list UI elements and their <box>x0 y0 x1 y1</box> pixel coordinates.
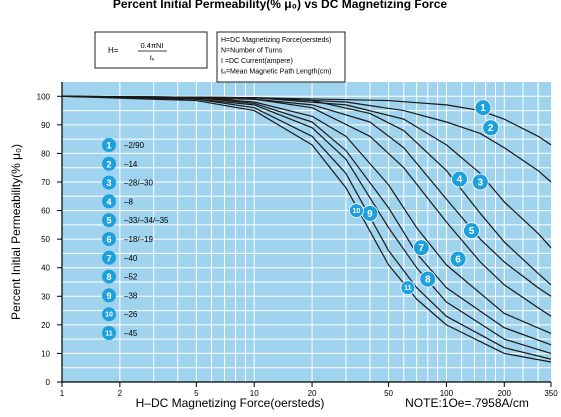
legend-label-3: –28/–30 <box>124 179 153 188</box>
curve-marker-label-3: 3 <box>477 178 483 189</box>
legend-marker-label-10: 10 <box>105 312 113 319</box>
y-tick-label: 20 <box>41 321 50 330</box>
formula-denominator: ℓₑ <box>150 55 155 62</box>
legend-marker-10 <box>102 307 116 322</box>
legend-marker-label-6: 6 <box>106 235 111 245</box>
y-tick-label: 30 <box>41 292 50 301</box>
legend-marker-4 <box>102 194 116 209</box>
y-tick-label: 80 <box>41 149 50 158</box>
legend-marker-8 <box>102 269 116 284</box>
curve-marker-label-10: 10 <box>352 208 360 215</box>
curve-marker-label-7: 7 <box>419 243 425 254</box>
legend-label-4: –8 <box>124 197 133 206</box>
legend-marker-5 <box>102 213 116 228</box>
legend-label-6: –18/–19 <box>124 235 153 244</box>
legend-marker-label-7: 7 <box>106 253 111 263</box>
x-tick-label: 1 <box>60 389 65 398</box>
curve-marker-label-1: 1 <box>480 103 486 114</box>
formula-lhs: H= <box>108 46 119 55</box>
y-tick-label: 10 <box>41 349 50 358</box>
x-tick-label: 5 <box>194 389 199 398</box>
curve-marker-label-5: 5 <box>469 226 475 237</box>
x-axis-label: H–DC Magnetizing Force(oersteds) <box>136 396 325 410</box>
legend-label-9: –38 <box>124 291 138 300</box>
curve-5 <box>61 95 552 297</box>
legend-label-5: –33/–34/–35 <box>124 216 169 225</box>
curve-marker-3 <box>471 173 489 191</box>
legend-label-8: –52 <box>124 273 138 282</box>
curve-marker-1 <box>474 99 492 117</box>
curve-marker-label-6: 6 <box>455 255 461 266</box>
curve-6 <box>61 95 552 317</box>
curve-marker-6 <box>449 250 467 268</box>
legend-label-2: –14 <box>124 160 138 169</box>
x-tick-label: 50 <box>384 389 393 398</box>
legend-marker-label-1: 1 <box>106 141 111 151</box>
curve-7 <box>61 95 552 334</box>
legend-marker-label-5: 5 <box>106 216 111 226</box>
formula-box <box>94 31 208 69</box>
legend-marker-7 <box>102 250 116 265</box>
curve-marker-11 <box>400 280 416 296</box>
curve-9 <box>61 95 552 355</box>
curve-marker-10 <box>348 203 364 218</box>
legend-marker-label-4: 4 <box>106 197 111 207</box>
x-tick-label: 2 <box>118 389 123 398</box>
curve-4 <box>61 95 552 286</box>
x-tick-label: 10 <box>250 389 259 398</box>
y-tick-label: 100 <box>37 92 51 101</box>
x-tick-label: 350 <box>544 389 558 398</box>
y-tick-label: 60 <box>41 207 50 216</box>
definition-line: I =DC Current(ampere) <box>221 58 293 65</box>
curve-marker-8 <box>419 270 437 288</box>
legend-marker-1 <box>102 138 116 152</box>
curve-8 <box>61 95 552 346</box>
curve-marker-label-8: 8 <box>425 275 431 286</box>
x-tick-label: 200 <box>498 389 512 398</box>
legend-marker-label-9: 9 <box>106 291 111 301</box>
legend-marker-2 <box>102 156 116 171</box>
legend-marker-9 <box>102 288 116 303</box>
legend-marker-label-3: 3 <box>106 178 111 188</box>
curve-marker-label-9: 9 <box>367 209 373 220</box>
y-tick-label: 50 <box>41 235 50 244</box>
y-axis-label: Percent Initial Permeability(% μ₀) <box>9 144 23 320</box>
legend-label-10: –26 <box>124 310 138 319</box>
definition-line: N=Number of Turns <box>221 48 283 55</box>
legend-marker-11 <box>102 326 116 340</box>
legend-label-1: –2/90 <box>124 141 145 150</box>
curve-marker-4 <box>451 170 468 188</box>
curve-3 <box>61 95 552 249</box>
curve-11 <box>61 95 552 363</box>
legend-marker-label-2: 2 <box>106 159 111 169</box>
y-tick-label: 0 <box>46 378 51 387</box>
y-tick-label: 90 <box>41 121 50 130</box>
y-tick-label: 40 <box>41 264 50 273</box>
curve-marker-label-4: 4 <box>457 175 463 186</box>
chart-title: Percent Initial Permeability(% μ₀) vs DC… <box>113 0 447 11</box>
definition-line: ℓₑ=Mean Magnetic Path Length(cm) <box>220 69 332 76</box>
curve-marker-7 <box>412 239 430 257</box>
curve-marker-label-11: 11 <box>404 285 412 292</box>
definition-line: H=DC Magnetizing Force(oersteds) <box>221 37 331 44</box>
y-tick-label: 70 <box>41 178 50 187</box>
x-tick-label: 100 <box>440 389 454 398</box>
curve-marker-5 <box>463 222 480 239</box>
legend-label-11: –45 <box>124 329 138 338</box>
legend-marker-3 <box>102 175 116 190</box>
definitions-box <box>216 31 346 83</box>
legend-marker-label-8: 8 <box>106 272 111 282</box>
x-tick-label: 20 <box>308 389 317 398</box>
curve-marker-2 <box>482 119 500 137</box>
x-axis-note: NOTE:1Oe=.7958A/cm <box>405 396 529 410</box>
legend-marker-6 <box>102 232 116 246</box>
legend-marker-label-11: 11 <box>105 331 113 338</box>
legend-label-7: –40 <box>124 254 138 263</box>
formula-numerator: 0.4πNI <box>140 41 163 50</box>
curve-marker-label-2: 2 <box>488 123 494 134</box>
